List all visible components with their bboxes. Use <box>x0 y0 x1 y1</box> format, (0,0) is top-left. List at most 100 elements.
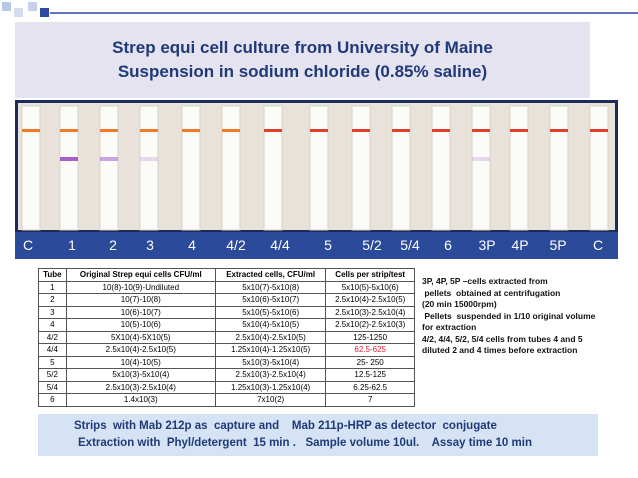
strip <box>391 105 411 231</box>
cell: 4/2 <box>38 330 67 344</box>
cell: 1.4x10(3) <box>65 393 216 407</box>
cell: 25- 250 <box>325 355 415 369</box>
table-row: 4 10(5)-10(6) 5x10(4)-5x10(5) 2.5x10(2)-2.5… <box>38 318 415 332</box>
decor-square <box>2 2 11 11</box>
strip <box>221 105 241 231</box>
strip <box>589 105 609 231</box>
cell: 4/4 <box>38 343 67 357</box>
strip-label: 5/2 <box>362 237 382 253</box>
control-line <box>392 129 410 132</box>
control-line <box>550 129 568 132</box>
strip-label: C <box>23 237 33 253</box>
note-line: diluted 2 and 4 times before extraction <box>422 345 578 355</box>
cell: 5x10(3)-5x10(4) <box>214 355 327 369</box>
strip <box>431 105 451 231</box>
strip-label: 3 <box>146 237 154 253</box>
strip-label: 6 <box>444 237 452 253</box>
control-line <box>60 129 78 132</box>
table-row: 5/2 5x10(3)-5x10(4) 2.5x10(3)-2.5x10(4) 12.… <box>38 368 415 382</box>
cell: 2.5x10(2)-2.5x10(3) <box>325 318 415 332</box>
header-cell: Extracted cells, CFU/ml <box>214 268 327 282</box>
cell: 2.5x10(3)-2.5x10(4) <box>325 305 415 319</box>
decor-square <box>14 8 23 17</box>
test-line <box>472 157 490 161</box>
cell: 6.25-62.5 <box>325 380 415 394</box>
cell: 7 <box>325 393 415 407</box>
control-line <box>590 129 608 132</box>
test-line <box>140 157 158 161</box>
header-cell: Tube <box>38 268 67 282</box>
strip-label: 2 <box>109 237 117 253</box>
control-line <box>264 129 282 132</box>
footer-line: Extraction with Phyl/detergent 15 min . … <box>78 437 532 449</box>
cell: 62.5-625 <box>325 343 415 357</box>
cell: 5X10(4)-5X10(5) <box>65 330 216 344</box>
strip <box>21 105 41 231</box>
control-line <box>510 129 528 132</box>
cell: 10(4)-10(5) <box>65 355 216 369</box>
table-row: 4/2 5X10(4)-5X10(5) 2.5x10(4)-2.5x10(5) 125… <box>38 330 415 344</box>
control-line <box>182 129 200 132</box>
strip-label: 4 <box>188 237 196 253</box>
cell: 2.5x10(4)-2.5x10(5) <box>325 293 415 307</box>
decor-square <box>40 8 49 17</box>
strip-label: 5P <box>549 237 566 253</box>
strip-label: 5/4 <box>400 237 420 253</box>
test-line <box>60 157 78 161</box>
cell: 4 <box>38 318 67 332</box>
cell: 2.5x10(3)-2.5x10(4) <box>65 380 216 394</box>
cell: 2 <box>38 293 67 307</box>
strip <box>309 105 329 231</box>
strip <box>509 105 529 231</box>
cell: 5x10(6)-5x10(7) <box>214 293 327 307</box>
title-line: Suspension in sodium chloride (0.85% sal… <box>117 62 488 81</box>
strip-label: 4/2 <box>226 237 246 253</box>
table-row: 1 10(8)-10(9)-Undiluted 5x10(7)-5x10(8) 5x1… <box>38 280 415 294</box>
cell: 12.5-125 <box>325 368 415 382</box>
strip <box>351 105 371 231</box>
control-line <box>432 129 450 132</box>
decor-square <box>28 2 37 11</box>
graphics: C 1 2 3 4 4/2 4/4 5 5/2 5/4 6 3P 4P 5P C <box>2 2 638 259</box>
note-line: 4/2, 4/4, 5/2, 5/4 cells from tubes 4 an… <box>422 333 583 344</box>
cell: 10(8)-10(9)-Undiluted <box>65 280 216 294</box>
title-line: Strep equi cell culture from University … <box>112 38 493 57</box>
cell: 2.5x10(4)-2.5x10(5) <box>214 330 327 344</box>
notes: 3P, 4P, 5P –cells extracted from pellets… <box>422 276 595 357</box>
strip <box>139 105 159 231</box>
strip-label: C <box>593 237 603 253</box>
footer: Strips with Mab 212p as capture and Mab … <box>38 414 598 456</box>
cell: 5x10(3)-5x10(4) <box>65 368 216 382</box>
cell: 125-1250 <box>325 330 415 344</box>
strip-label: 1 <box>68 237 76 253</box>
note-line: (20 min 15000rpm) <box>422 299 497 309</box>
cell: 1.25x10(3)-1.25x10(4) <box>214 380 327 394</box>
title: Strep equi cell culture from University … <box>15 22 590 98</box>
cell: 10(7)-10(8) <box>65 293 216 307</box>
strip <box>59 105 79 231</box>
control-line <box>22 129 40 132</box>
cell: 2.5x10(3)-2.5x10(4) <box>214 368 327 382</box>
header-cell: Cells per strip/test <box>325 268 415 282</box>
cell: 1 <box>38 280 67 294</box>
strip-label: 3P <box>478 237 495 253</box>
note-line: Pellets suspended in 1/10 original volum… <box>422 310 596 321</box>
cell: 5/2 <box>38 368 67 382</box>
cell: 1.25x10(4)-1.25x10(5) <box>214 343 327 357</box>
strip-label: 4/4 <box>270 237 290 253</box>
control-line <box>310 129 328 132</box>
footer-line: Strips with Mab 212p as capture and Mab … <box>74 420 497 432</box>
note-line: pellets obtained at centrifugation <box>422 287 561 298</box>
cell: 10(6)-10(7) <box>65 305 216 319</box>
table-row: 3 10(6)-10(7) 5x10(5)-5x10(6) 2.5x10(3)-2.5… <box>38 305 415 319</box>
strip-label: 4P <box>511 237 528 253</box>
cell: 5x10(5)-5x10(6) <box>214 305 327 319</box>
cell: 3 <box>38 305 67 319</box>
cell: 7x10(2) <box>214 393 327 407</box>
note-line: for extraction <box>422 322 477 332</box>
control-line <box>222 129 240 132</box>
strip <box>471 105 491 231</box>
test-line <box>100 157 118 161</box>
control-line <box>472 129 490 132</box>
